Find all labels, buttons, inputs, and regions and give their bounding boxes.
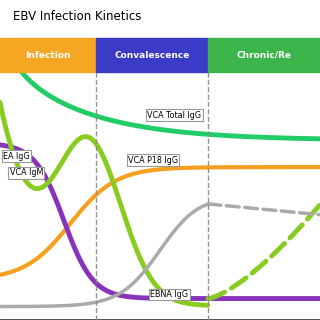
Text: VCA P18 IgG: VCA P18 IgG [128, 156, 178, 165]
Bar [208, 38, 320, 72]
Bar [0, 38, 96, 72]
Text: Chronic/Re: Chronic/Re [236, 51, 292, 60]
Text: EBNA IgG: EBNA IgG [150, 290, 188, 299]
Text: EBV Infection Kinetics: EBV Infection Kinetics [13, 10, 141, 23]
Text: Convalescence: Convalescence [114, 51, 190, 60]
Text: VCA Total IgG: VCA Total IgG [147, 110, 201, 120]
Bar [96, 38, 208, 72]
Text: VCA IgM: VCA IgM [10, 168, 43, 177]
Text: EA IgG: EA IgG [3, 152, 30, 161]
Text: Infection: Infection [25, 51, 71, 60]
